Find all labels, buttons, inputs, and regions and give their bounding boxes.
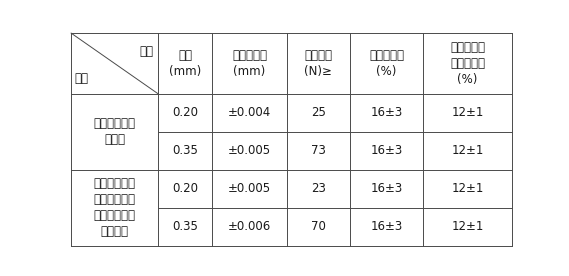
Text: 断裂伸长率
(%): 断裂伸长率 (%) (369, 49, 404, 78)
Text: 16±3: 16±3 (370, 144, 402, 157)
Text: 自由干热收
缩率及允差
(%): 自由干热收 缩率及允差 (%) (450, 41, 485, 86)
Text: 23: 23 (311, 182, 326, 195)
Text: 16±3: 16±3 (370, 106, 402, 119)
Text: 0.35: 0.35 (172, 220, 198, 233)
Text: 直直径偏差
(mm): 直直径偏差 (mm) (232, 49, 267, 78)
Text: 12±1: 12±1 (451, 182, 484, 195)
Text: 直径
(mm): 直径 (mm) (169, 49, 201, 78)
Text: ±0.004: ±0.004 (228, 106, 271, 119)
Text: ±0.005: ±0.005 (228, 144, 271, 157)
Text: 25: 25 (311, 106, 326, 119)
Text: 指标: 指标 (140, 45, 154, 58)
Text: ±0.005: ±0.005 (228, 182, 271, 195)
Text: 0.20: 0.20 (172, 182, 198, 195)
Text: 16±3: 16±3 (370, 182, 402, 195)
Text: 实例切片拉制
的单丝: 实例切片拉制 的单丝 (94, 117, 135, 146)
Text: 73: 73 (311, 144, 326, 157)
Text: 12±1: 12±1 (451, 144, 484, 157)
Text: 断裂强力
(N)≥: 断裂强力 (N)≥ (304, 49, 332, 78)
Text: 0.35: 0.35 (172, 144, 198, 157)
Text: 16±3: 16±3 (370, 220, 402, 233)
Text: 普通高粘度聚
酯切片和色母
粒切片混合拉
制的单丝: 普通高粘度聚 酯切片和色母 粒切片混合拉 制的单丝 (94, 177, 135, 238)
Text: 12±1: 12±1 (451, 106, 484, 119)
Text: 70: 70 (311, 220, 326, 233)
Text: ±0.006: ±0.006 (228, 220, 271, 233)
Text: 12±1: 12±1 (451, 220, 484, 233)
Text: 单丝: 单丝 (75, 72, 89, 85)
Text: 0.20: 0.20 (172, 106, 198, 119)
